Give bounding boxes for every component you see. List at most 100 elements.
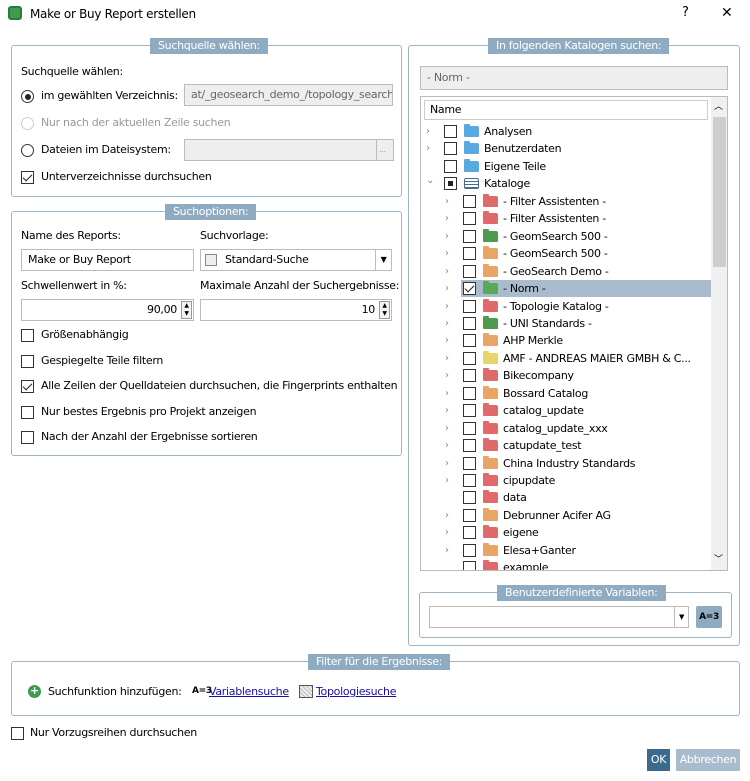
- expand-chevron-icon[interactable]: ›: [426, 143, 430, 155]
- variables-button[interactable]: A=3: [696, 606, 722, 628]
- tree-item-checkbox[interactable]: [463, 386, 476, 400]
- tree-item-checkbox[interactable]: [444, 177, 457, 191]
- expand-chevron-icon[interactable]: ›: [445, 213, 449, 225]
- tree-item[interactable]: › AMF - ANDREAS MAIER GMBH & C...: [424, 350, 711, 367]
- tree-item[interactable]: Eigene Teile: [424, 158, 711, 175]
- threshold-input[interactable]: 90,00 ▲ ▼: [21, 299, 194, 321]
- filesystem-field[interactable]: [184, 139, 380, 161]
- column-header-name[interactable]: Name: [424, 100, 708, 120]
- topology-search-link[interactable]: Topologiesuche: [316, 685, 397, 698]
- expand-chevron-icon[interactable]: ›: [445, 405, 449, 417]
- tree-item[interactable]: › eigene: [424, 524, 711, 541]
- tree-item[interactable]: example: [424, 559, 711, 570]
- scrollbar-track[interactable]: [713, 117, 726, 267]
- tree-item-checkbox[interactable]: [463, 543, 476, 557]
- expand-chevron-icon[interactable]: ›: [445, 248, 449, 260]
- expand-chevron-icon[interactable]: ›: [445, 475, 449, 486]
- tree-scrollbar[interactable]: ︿ ﹀: [711, 97, 727, 570]
- tree-item[interactable]: › AHP Merkle: [424, 332, 711, 349]
- tree-item[interactable]: › - UNI Standards -: [424, 315, 711, 332]
- tree-item[interactable]: › - Norm -: [445, 280, 711, 298]
- expand-chevron-icon[interactable]: ›: [445, 370, 449, 382]
- tree-item[interactable]: data: [424, 489, 711, 506]
- expand-chevron-icon[interactable]: ›: [445, 457, 449, 469]
- threshold-stepper[interactable]: ▲ ▼: [181, 301, 192, 319]
- scroll-up-icon[interactable]: ︿: [714, 102, 723, 112]
- tree-item-checkbox[interactable]: [463, 334, 476, 348]
- tree-item[interactable]: › catupdate_test: [424, 437, 711, 454]
- tree-item-checkbox[interactable]: [463, 369, 476, 383]
- tree-item-checkbox[interactable]: [444, 125, 457, 138]
- tree-item[interactable]: ⌄ Kataloge: [424, 175, 711, 192]
- tree-item[interactable]: › catalog_update_xxx: [424, 420, 711, 437]
- expand-chevron-icon[interactable]: ›: [445, 509, 449, 521]
- cancel-button[interactable]: Abbrechen: [676, 749, 740, 771]
- expand-chevron-icon[interactable]: ›: [445, 527, 449, 539]
- browse-button[interactable]: ...: [376, 139, 394, 161]
- tree-item-checkbox[interactable]: [463, 351, 476, 365]
- tree-item-checkbox[interactable]: [463, 229, 476, 243]
- tree-item-checkbox[interactable]: [444, 142, 457, 156]
- expand-chevron-icon[interactable]: ›: [445, 440, 449, 452]
- ok-button[interactable]: OK: [647, 749, 670, 771]
- tree-item-checkbox[interactable]: [463, 316, 476, 330]
- tree-item-checkbox[interactable]: [463, 491, 476, 505]
- tree-item[interactable]: › Bossard Catalog: [424, 385, 711, 402]
- tree-item[interactable]: › Bikecompany: [424, 367, 711, 384]
- variable-search-link[interactable]: Variablensuche: [209, 685, 289, 698]
- expand-chevron-icon[interactable]: ›: [445, 317, 449, 329]
- option-checkbox[interactable]: [21, 329, 34, 342]
- variables-select[interactable]: [429, 606, 689, 628]
- tree-item-checkbox[interactable]: [463, 561, 476, 570]
- radio-current-row[interactable]: [21, 117, 34, 130]
- tree-item-checkbox[interactable]: [463, 264, 476, 278]
- report-name-input[interactable]: Make or Buy Report: [21, 249, 194, 271]
- tree-item[interactable]: › - GeomSearch 500 -: [424, 228, 711, 245]
- tree-item-checkbox[interactable]: [444, 159, 457, 173]
- tree-item[interactable]: › - Topologie Katalog -: [424, 298, 711, 315]
- preferred-series-checkbox[interactable]: [11, 727, 24, 740]
- expand-chevron-icon[interactable]: ›: [445, 422, 449, 434]
- option-checkbox[interactable]: [21, 380, 34, 393]
- tree-item[interactable]: › Benutzerdaten: [424, 140, 711, 157]
- max-results-input[interactable]: 10 ▲ ▼: [200, 299, 392, 321]
- radio-filesystem[interactable]: [21, 144, 34, 157]
- directory-field[interactable]: at/_geosearch_demo_/topology_search: [184, 84, 393, 106]
- expand-chevron-icon[interactable]: ⌄: [426, 175, 435, 187]
- tree-item-checkbox[interactable]: [463, 439, 476, 453]
- tree-item[interactable]: › Elesa+Ganter: [424, 542, 711, 559]
- tree-item-checkbox[interactable]: [463, 421, 476, 435]
- max-results-stepper[interactable]: ▲ ▼: [379, 301, 390, 319]
- tree-item-checkbox[interactable]: [463, 474, 476, 487]
- expand-chevron-icon[interactable]: ›: [445, 387, 449, 399]
- template-select[interactable]: Standard-Suche ▼: [200, 249, 392, 271]
- tree-item-checkbox[interactable]: [463, 212, 476, 226]
- expand-chevron-icon[interactable]: ›: [445, 195, 449, 207]
- tree-item[interactable]: › Debrunner Acifer AG: [424, 507, 711, 524]
- tree-item-checkbox[interactable]: [463, 194, 476, 208]
- subdirs-checkbox[interactable]: [21, 171, 34, 184]
- tree-item[interactable]: › cipupdate: [424, 472, 711, 489]
- option-checkbox[interactable]: [21, 354, 34, 368]
- tree-item-checkbox[interactable]: [463, 404, 476, 418]
- tree-item[interactable]: › catalog_update: [424, 402, 711, 419]
- tree-item-checkbox[interactable]: [463, 282, 476, 296]
- tree-item-checkbox[interactable]: [463, 456, 476, 470]
- option-checkbox[interactable]: [21, 431, 34, 444]
- tree-item[interactable]: › - Filter Assistenten -: [424, 193, 711, 210]
- tree-item-checkbox[interactable]: [463, 247, 476, 261]
- expand-chevron-icon[interactable]: ›: [426, 126, 430, 137]
- close-button[interactable]: ✕: [721, 5, 733, 21]
- tree-item[interactable]: › Analysen: [424, 123, 711, 140]
- tree-item[interactable]: › China Industry Standards: [424, 455, 711, 472]
- radio-directory[interactable]: [21, 90, 34, 103]
- option-checkbox[interactable]: [21, 405, 34, 419]
- help-button[interactable]: ?: [682, 5, 689, 20]
- expand-chevron-icon[interactable]: ›: [445, 300, 449, 312]
- tree-item-checkbox[interactable]: [463, 299, 476, 313]
- tree-item[interactable]: › - GeomSearch 500 -: [424, 245, 711, 262]
- scroll-down-icon[interactable]: ﹀: [714, 555, 723, 565]
- expand-chevron-icon[interactable]: ›: [445, 265, 449, 277]
- tree-item[interactable]: › - GeoSearch Demo -: [424, 263, 711, 280]
- expand-chevron-icon[interactable]: ›: [445, 335, 449, 347]
